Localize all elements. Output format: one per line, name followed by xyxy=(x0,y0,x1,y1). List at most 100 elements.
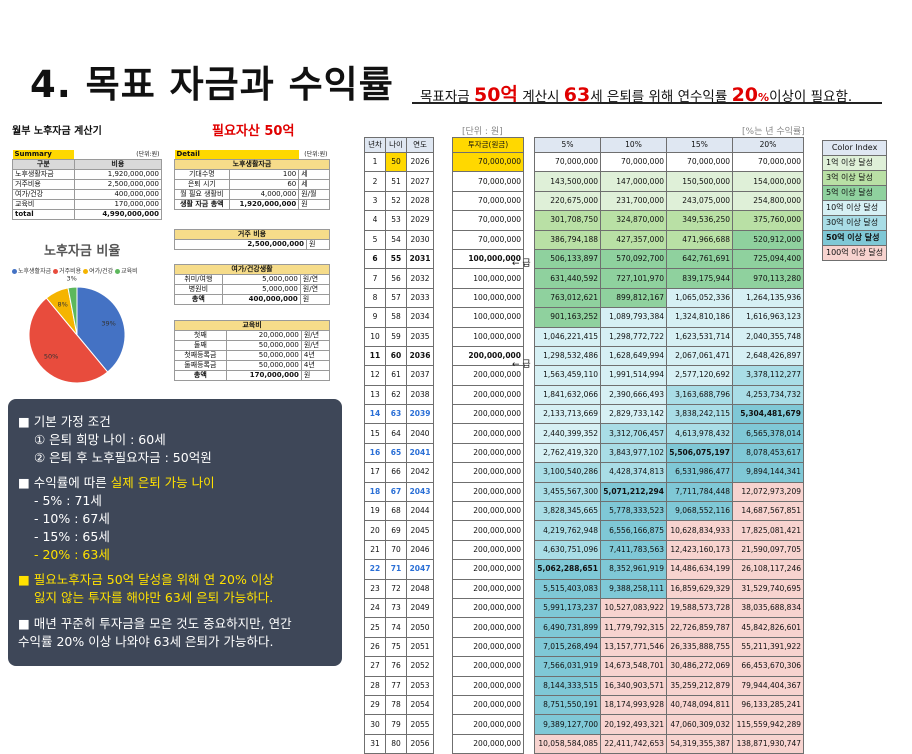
cell-year-index: 3 xyxy=(364,190,386,212)
col-header: 15% xyxy=(666,137,733,153)
cell-return-value: 14,673,548,701 xyxy=(600,656,667,677)
legend-item: 거주비용 xyxy=(53,268,81,275)
cell-return-value: 3,378,112,277 xyxy=(732,365,804,386)
cell-return-value: 1,628,649,994 xyxy=(600,345,667,367)
legend-swatch xyxy=(83,269,89,274)
page-title: 4. 목표 자금과 수익률 xyxy=(30,63,394,106)
summary-total-label: total xyxy=(12,209,75,220)
cell-age: 59 xyxy=(385,326,407,347)
cell-return-value: 7,566,031,919 xyxy=(534,656,601,677)
cell-return-value: 1,563,459,110 xyxy=(534,365,601,386)
detail-row-unit: 원/년 xyxy=(300,340,331,351)
cell-return-value: 727,101,970 xyxy=(600,268,667,289)
cell-return-value: 2,440,399,352 xyxy=(534,423,601,444)
detail-row-name: 기대수명 xyxy=(174,169,230,180)
cell-year-index: 20 xyxy=(364,520,386,541)
cell-year-index: 4 xyxy=(364,210,386,231)
principal-increase-arrow: ← 급 xyxy=(512,259,531,270)
cell-year-index: 12 xyxy=(364,365,386,386)
detail-row-unit: 원 xyxy=(299,294,331,305)
cell-return-value: 40,748,094,811 xyxy=(666,694,733,716)
cell-return-value: 70,000,000 xyxy=(666,151,733,173)
cell-age: 79 xyxy=(385,714,407,735)
cell-year-index: 28 xyxy=(364,675,386,696)
summary-row-value: 1,920,000,000 xyxy=(73,169,163,180)
detail-row-value: 1,920,000,000 xyxy=(228,199,300,210)
pie-chart-title: 노후자금 비율 xyxy=(44,244,121,259)
cell-year-index: 8 xyxy=(364,287,386,309)
cell-return-value: 10,058,584,085 xyxy=(534,733,601,754)
cell-return-value: 5,304,481,679 xyxy=(732,404,804,425)
cell-return-value: 2,067,061,471 xyxy=(666,345,733,367)
summary-row-name: 여가/건강 xyxy=(12,189,75,200)
cell-principal: 70,000,000 xyxy=(452,229,524,250)
pie-legend: 노후생활자금 거주비용 여가/건강 교육비 xyxy=(12,266,138,275)
cell-return-value: 150,500,000 xyxy=(666,171,733,192)
panel-line-highlight: - 20% : 63세 xyxy=(34,547,110,562)
cell-return-value: 5,506,075,197 xyxy=(666,442,733,464)
cell-return-value: 2,390,666,493 xyxy=(600,384,667,406)
cell-return-value: 66,453,670,306 xyxy=(732,656,804,677)
legend-swatch xyxy=(53,269,59,274)
cell-age: 78 xyxy=(385,694,407,716)
cell-age: 72 xyxy=(385,578,407,599)
cell-year-index: 16 xyxy=(364,442,386,464)
detail-row-value: 170,000,000 xyxy=(225,370,302,381)
detail-row-unit: 원/월 xyxy=(298,189,330,200)
cell-principal: 100,000,000 xyxy=(452,268,524,289)
summary-label: Summary xyxy=(12,150,75,160)
cell-return-value: 2,577,120,692 xyxy=(666,365,733,386)
legend-swatch xyxy=(12,269,17,274)
cell-principal: 70,000,000 xyxy=(452,171,524,192)
detail-row-name: 병원비 xyxy=(174,284,223,295)
cell-calendar-year: 2041 xyxy=(406,442,434,464)
cell-return-value: 45,842,826,601 xyxy=(732,617,804,638)
cell-return-value: 22,411,742,653 xyxy=(600,733,667,754)
summary-row-name: 노후생활자금 xyxy=(12,169,75,180)
cell-calendar-year: 2032 xyxy=(406,268,434,289)
cell-return-value: 3,163,688,796 xyxy=(666,384,733,406)
detail-housing-wrap: 거주 비용 2,500,000,000 원 xyxy=(174,229,330,250)
cell-return-value: 899,812,167 xyxy=(600,287,667,309)
panel-line: 수익률 20% 이상 나와야 63세 은퇴가 가능하다. xyxy=(18,634,274,649)
cell-return-value: 9,388,258,111 xyxy=(600,578,667,599)
cell-return-value: 79,944,404,367 xyxy=(732,675,804,696)
cell-age: 62 xyxy=(385,384,407,406)
cell-age: 56 xyxy=(385,268,407,289)
cell-year-index: 31 xyxy=(364,733,386,754)
cell-age: 57 xyxy=(385,287,407,309)
pie-slice-label: 3% xyxy=(66,274,76,282)
legend-item: 노후생활자금 xyxy=(12,268,51,275)
cell-year-index: 18 xyxy=(364,481,386,503)
cell-year-index: 29 xyxy=(364,694,386,716)
cell-return-value: 1,623,531,714 xyxy=(666,326,733,347)
col-header: 투자금(원금) xyxy=(452,137,524,153)
cell-return-value: 3,838,242,115 xyxy=(666,404,733,425)
cell-return-value: 31,529,740,695 xyxy=(732,578,804,599)
required-assets-title: 필요자산 50억 xyxy=(212,124,295,139)
cell-return-value: 1,298,532,486 xyxy=(534,345,601,367)
panel-highlight: 실제 은퇴 가능 나이 xyxy=(110,475,215,490)
cell-return-value: 143,500,000 xyxy=(534,171,601,192)
summary-unit: (단위:원) xyxy=(136,151,160,158)
detail-row-name: 월 필요 생활비 xyxy=(174,189,230,200)
calculator-title: 월부 노후자금 계산기 xyxy=(12,126,102,137)
cell-year-index: 10 xyxy=(364,326,386,347)
panel-heading-assumptions: ■ 기본 가정 조건 xyxy=(18,414,111,429)
cell-return-value: 725,094,400 xyxy=(732,248,804,270)
detail-housing-header: 거주 비용 xyxy=(174,229,330,240)
col-header: 5% xyxy=(534,137,601,153)
subtitle-target-amount: 50억 xyxy=(473,84,518,106)
cell-return-value: 3,455,567,300 xyxy=(534,481,601,503)
pie-slice-label: 39% xyxy=(101,320,115,328)
cell-calendar-year: 2040 xyxy=(406,423,434,444)
detail-leisure-wrap: 여가/건강생활 취미/여행 5,000,000 원/연 병원비 5,000,000 원/… xyxy=(174,264,331,305)
cell-return-value: 35,259,212,879 xyxy=(666,675,733,696)
cell-return-value: 9,894,144,341 xyxy=(732,462,804,483)
cell-return-value: 301,708,750 xyxy=(534,210,601,231)
detail-row-name: 둘째 xyxy=(174,340,227,351)
cell-return-value: 9,389,127,700 xyxy=(534,714,601,735)
color-index-header: Color Index xyxy=(821,140,888,156)
cell-calendar-year: 2055 xyxy=(406,714,434,735)
cell-calendar-year: 2031 xyxy=(406,248,434,270)
